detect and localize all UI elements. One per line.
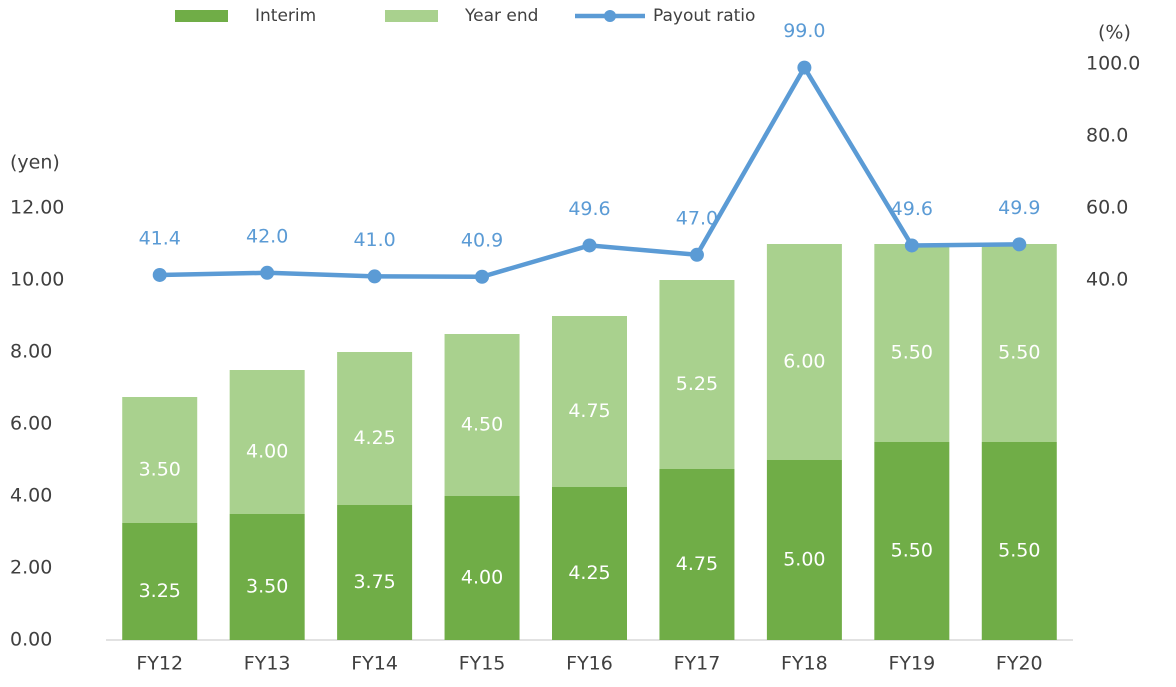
value-label: 3.50: [246, 576, 288, 598]
value-label: 4.00: [246, 441, 288, 463]
bar-segment: [659, 280, 735, 469]
line-point: [152, 267, 167, 282]
bar-segment: [766, 460, 842, 640]
y2-tick-label: 40.0: [1086, 269, 1128, 291]
y-axis-label: (yen): [10, 152, 60, 174]
value-label: 3.75: [353, 571, 395, 593]
y-tick-label: 2.00: [10, 557, 52, 579]
line-point: [367, 269, 382, 284]
line-value-label: 41.0: [353, 229, 395, 251]
y2-tick-label: 80.0: [1086, 125, 1128, 147]
value-label: 4.00: [461, 567, 503, 589]
value-label: 5.00: [783, 549, 825, 571]
bar-segment: [444, 496, 520, 640]
legend-dot: [604, 10, 616, 22]
bar-segment: [122, 523, 198, 640]
line-point: [475, 269, 490, 284]
y-tick-label: 4.00: [10, 485, 52, 507]
line-point: [689, 247, 704, 262]
value-label: 5.50: [891, 540, 933, 562]
line-point: [904, 238, 919, 253]
value-label: 4.50: [461, 414, 503, 436]
legend-label: Interim: [255, 6, 316, 26]
bar-segment: [766, 244, 842, 460]
line-value-label: 42.0: [246, 225, 288, 247]
bar-segment: [552, 316, 627, 487]
bar-segment: [981, 244, 1057, 442]
x-tick-label: FY18: [781, 653, 828, 675]
legend-swatch: [175, 10, 228, 22]
legend-label: Year end: [464, 6, 538, 26]
value-label: 5.50: [998, 540, 1040, 562]
value-label: 4.75: [676, 553, 718, 575]
value-label: 4.25: [568, 562, 610, 584]
value-label: 3.50: [139, 459, 181, 481]
bar-segment: [229, 514, 305, 640]
line-value-label: 49.6: [568, 198, 610, 220]
x-tick-label: FY14: [351, 653, 398, 675]
line-value-label: 49.6: [891, 198, 933, 220]
line-value-label: 41.4: [139, 227, 181, 249]
x-tick-label: FY13: [244, 653, 291, 675]
y-tick-label: 8.00: [10, 341, 52, 363]
line-point: [1012, 237, 1027, 252]
bar-segment: [981, 442, 1057, 640]
x-tick-label: FY15: [459, 653, 506, 675]
bar-segment: [337, 505, 413, 640]
line-point: [582, 238, 597, 253]
x-tick-label: FY17: [674, 653, 721, 675]
bar-segment: [659, 469, 735, 640]
bar-segment: [337, 352, 413, 505]
legend-swatch: [385, 10, 438, 22]
value-label: 4.75: [568, 400, 610, 422]
x-tick-label: FY19: [888, 653, 935, 675]
value-label: 5.50: [998, 342, 1040, 364]
y-tick-label: 6.00: [10, 413, 52, 435]
x-tick-label: FY16: [566, 653, 613, 675]
value-label: 6.00: [783, 351, 825, 373]
x-tick-label: FY12: [136, 653, 183, 675]
y2-tick-label: 100.0: [1086, 53, 1140, 75]
bar-segment: [444, 334, 520, 496]
bar-segment: [229, 370, 305, 514]
line-value-label: 47.0: [676, 207, 718, 229]
y-tick-label: 10.00: [10, 269, 64, 291]
bar-segment: [874, 442, 950, 640]
x-tick-label: FY20: [996, 653, 1043, 675]
line-value-label: 99.0: [783, 20, 825, 42]
line-point: [797, 60, 812, 75]
line-value-label: 40.9: [461, 229, 503, 251]
value-label: 5.25: [676, 373, 718, 395]
bar-segment: [552, 487, 627, 640]
value-label: 4.25: [353, 427, 395, 449]
line-value-label: 49.9: [998, 197, 1040, 219]
bar-segment: [122, 397, 198, 523]
line-point: [260, 265, 275, 280]
y2-axis-label: (%): [1098, 22, 1131, 44]
legend-label: Payout ratio: [653, 6, 755, 26]
bar-segment: [874, 244, 950, 442]
value-label: 3.25: [139, 580, 181, 602]
y-tick-label: 0.00: [10, 629, 52, 651]
y2-tick-label: 60.0: [1086, 197, 1128, 219]
value-label: 5.50: [891, 342, 933, 364]
y-tick-label: 12.00: [10, 197, 64, 219]
